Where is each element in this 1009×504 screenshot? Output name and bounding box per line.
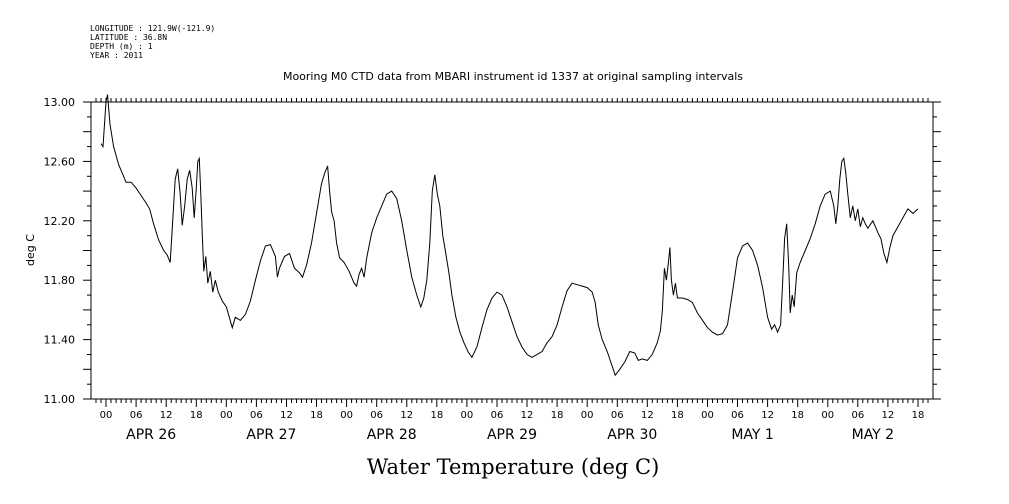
x-hour-label: 00 [701,410,714,421]
x-hour-label: 12 [160,410,173,421]
chart-title: Mooring M0 CTD data from MBARI instrumen… [283,70,743,83]
y-axis: 11.00 11.40 11.80 12.20 12.60 13.00 [44,96,941,406]
x-hour-label: 06 [130,410,143,421]
series-line-water-temperature [100,94,919,377]
x-hour-label: 18 [791,410,804,421]
x-axis: 00 06 12 18 APR 26 00 06 12 18 APR 27 00 06 12 18 APR … [95,98,929,443]
x-hour-label: 12 [400,410,413,421]
x-hour-label: 06 [491,410,504,421]
x-day-label: APR 30 [607,427,657,443]
x-hour-label: 06 [611,410,624,421]
x-hour-label: 18 [190,410,203,421]
metadata-block: LONGITUDE : 121.9W(-121.9) LATITUDE : 36… [90,24,215,60]
x-hour-label: 06 [851,410,864,421]
x-hour-label: 00 [581,410,594,421]
x-hour-label: 00 [340,410,353,421]
x-hour-label: 06 [250,410,263,421]
x-hour-label: 18 [430,410,443,421]
plot-frame [90,101,934,400]
x-day-label: APR 28 [367,427,417,443]
x-hour-label: 00 [220,410,233,421]
meta-longitude: LONGITUDE : 121.9W(-121.9) [90,24,215,33]
x-day-label: APR 27 [246,427,296,443]
x-hour-label: 18 [671,410,684,421]
x-hour-label: 12 [280,410,293,421]
x-hour-label: 18 [310,410,323,421]
x-hour-label: 12 [761,410,774,421]
x-hour-label: 18 [912,410,925,421]
y-tick-label: 11.40 [44,334,76,347]
x-day-label: MAY 2 [852,427,894,443]
x-day-label: APR 26 [126,427,176,443]
meta-depth: DEPTH (m) : 1 [90,42,153,51]
meta-latitude: LATITUDE : 36.8N [90,33,167,42]
y-tick-label: 13.00 [44,96,76,109]
y-tick-label: 11.80 [44,274,76,287]
x-hour-label: 12 [882,410,895,421]
x-hour-label: 00 [461,410,474,421]
x-hour-label: 00 [100,410,113,421]
y-tick-label: 11.00 [44,393,76,406]
x-hour-label: 06 [731,410,744,421]
x-day-label: APR 29 [487,427,537,443]
x-axis-title: Water Temperature (deg C) [367,455,660,479]
x-day-label: MAY 1 [731,427,773,443]
y-tick-label: 12.60 [44,155,76,168]
x-hour-label: 18 [551,410,564,421]
x-hour-label: 06 [370,410,383,421]
y-axis-label: deg C [24,234,37,266]
meta-year: YEAR : 2011 [90,51,143,60]
y-tick-label: 12.20 [44,215,76,228]
x-hour-label: 00 [821,410,834,421]
x-hour-label: 12 [641,410,654,421]
x-hour-label: 12 [521,410,534,421]
